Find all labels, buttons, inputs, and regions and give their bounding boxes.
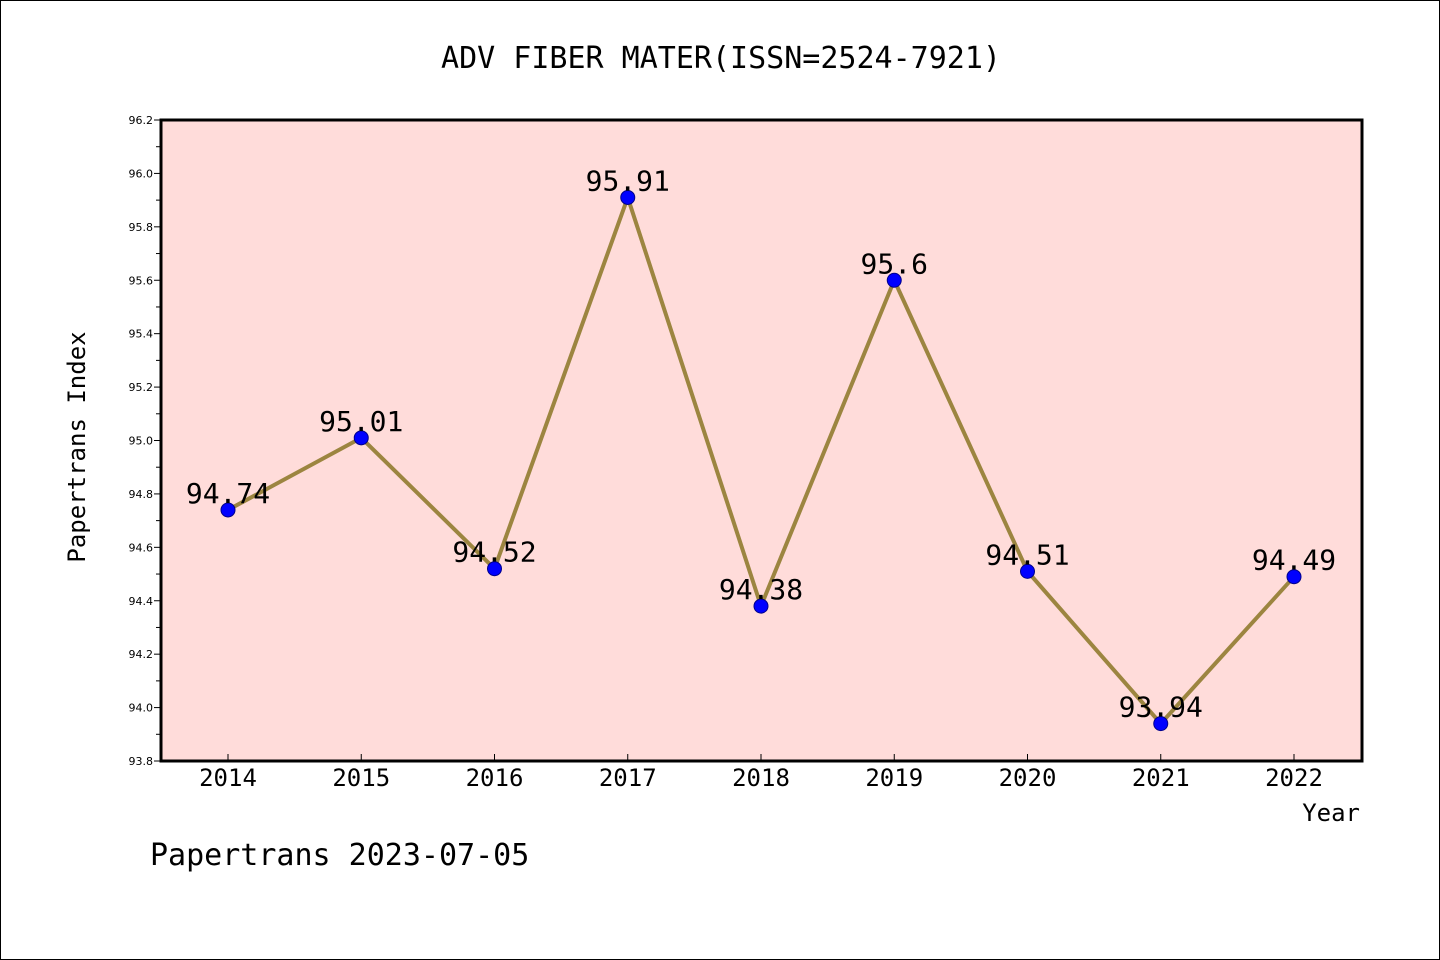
x-axis: 2014 2015 2016 2017 2018 2019 2020 2021 2022 <box>199 754 1323 792</box>
y-tick-label: 94.4 <box>129 595 154 608</box>
x-tick-label: 2021 <box>1132 764 1190 792</box>
x-tick-label: 2014 <box>199 764 257 792</box>
chart-title: ADV FIBER MATER(ISSN=2524-7921) <box>441 41 1001 76</box>
y-tick-label: 94.8 <box>129 488 154 501</box>
data-point <box>487 561 502 577</box>
y-axis: 93.8 94.0 94.2 94.4 94.6 94.8 95.0 95.2 95.4 95.6… <box>129 114 161 768</box>
y-tick-label: 94.6 <box>129 541 154 554</box>
data-point <box>1020 563 1035 579</box>
y-tick-label: 95.4 <box>129 328 154 341</box>
data-label: 94.51 <box>985 538 1069 571</box>
x-tick-label: 2015 <box>332 764 390 792</box>
data-label: 95.6 <box>861 247 928 280</box>
y-tick-label: 94.2 <box>129 648 154 661</box>
footer-credit: Papertrans 2023-07-05 <box>150 838 529 873</box>
y-tick-label: 95.0 <box>129 435 154 448</box>
x-tick-label: 2019 <box>865 764 923 792</box>
data-label: 94.74 <box>186 477 270 510</box>
plot-area <box>159 118 1364 763</box>
x-tick-label: 2018 <box>732 764 790 792</box>
x-tick-label: 2017 <box>599 764 657 792</box>
y-tick-label: 93.8 <box>129 755 154 768</box>
data-point <box>620 189 636 205</box>
data-label: 94.38 <box>719 573 803 606</box>
data-point <box>1286 569 1302 585</box>
data-point <box>886 272 902 288</box>
x-tick-label: 2020 <box>999 764 1057 792</box>
data-label: 94.52 <box>452 536 536 569</box>
data-point <box>220 502 236 518</box>
y-tick-label: 95.6 <box>129 274 154 287</box>
data-point <box>353 430 369 446</box>
y-tick-label: 95.2 <box>129 381 154 394</box>
x-axis-label: Year <box>1302 799 1360 827</box>
data-label: 95.91 <box>586 164 670 197</box>
data-point <box>753 598 769 614</box>
data-label: 93.94 <box>1119 691 1203 724</box>
y-tick-label: 96.2 <box>129 114 154 127</box>
y-tick-label: 94.0 <box>129 702 154 715</box>
x-tick-label: 2016 <box>466 764 524 792</box>
y-axis-label: Papertrans Index <box>63 331 91 562</box>
data-label: 95.01 <box>319 405 403 438</box>
y-tick-label: 96.0 <box>129 167 154 180</box>
data-label: 94.49 <box>1252 544 1336 577</box>
data-point <box>1153 716 1169 732</box>
y-tick-label: 95.8 <box>129 221 154 234</box>
x-tick-label: 2022 <box>1265 764 1323 792</box>
series-markers <box>220 189 1302 732</box>
data-labels: 94.74 95.01 94.52 95.91 94.38 95.6 94.51 93.94 9… <box>186 164 1336 723</box>
